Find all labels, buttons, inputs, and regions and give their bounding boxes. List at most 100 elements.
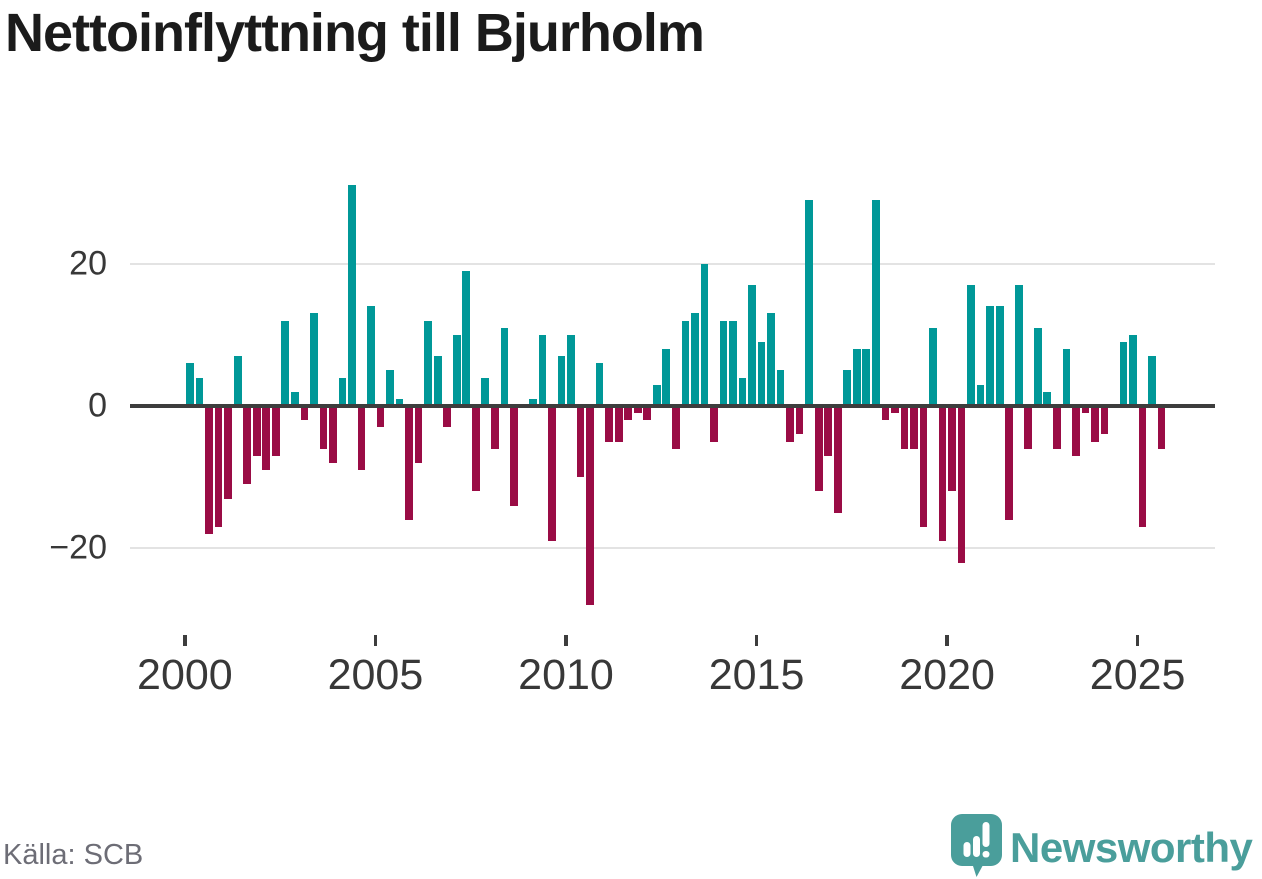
bar-2011-q2 (614, 406, 623, 442)
bar-2023-q1 (1062, 349, 1071, 406)
bar-2009-q1 (529, 398, 537, 406)
bar-2023-q2 (1072, 406, 1080, 456)
bar-2015-q1 (757, 341, 766, 406)
x-tick-2010 (564, 635, 568, 646)
y-axis-label-20: 20 (69, 244, 107, 283)
x-axis-label-2020: 2020 (899, 651, 995, 699)
bar-2004-q2 (348, 185, 356, 406)
bar-2007-q2 (462, 270, 471, 406)
bar-2019-q3 (929, 327, 937, 406)
source-label: Källa: SCB (3, 839, 144, 871)
bar-2016-q3 (814, 406, 823, 492)
bar-2019-q4 (938, 406, 947, 542)
bar-2009-q2 (538, 334, 547, 406)
chart-title: Nettoinflyttning till Bjurholm (5, 3, 705, 63)
bar-2010-q2 (576, 406, 585, 478)
bar-2018-q4 (900, 406, 909, 449)
bar-2010-q4 (595, 363, 604, 406)
bar-2003-q1 (300, 406, 309, 421)
bar-2010-q3 (586, 406, 594, 606)
bar-2000-q2 (195, 377, 204, 406)
bar-2020-q1 (948, 406, 956, 492)
logo-bar-small (963, 842, 971, 857)
bar-2008-q3 (510, 406, 518, 506)
bar-2016-q4 (824, 406, 833, 456)
bar-2021-q3 (1005, 406, 1014, 520)
bar-2013-q4 (710, 406, 718, 442)
plot-area (130, 170, 1215, 630)
bar-2014-q2 (729, 320, 737, 406)
bar-2001-q1 (224, 406, 232, 499)
bar-2020-q2 (957, 406, 966, 563)
bar-2015-q3 (776, 370, 785, 406)
bar-2017-q1 (833, 406, 842, 513)
bar-2013-q3 (700, 263, 709, 406)
bar-2002-q1 (262, 406, 271, 471)
bar-2011-q3 (624, 406, 633, 421)
x-tick-2015 (754, 635, 759, 646)
bar-2023-q4 (1091, 406, 1099, 442)
x-axis-label-2005: 2005 (327, 651, 424, 699)
bar-2015-q2 (767, 313, 775, 406)
bar-2005-q3 (395, 398, 404, 406)
bar-2024-q1 (1100, 406, 1109, 435)
x-axis-label-2025: 2025 (1089, 651, 1186, 699)
bar-2022-q1 (1024, 406, 1033, 449)
bar-2002-q3 (281, 320, 290, 406)
bar-2016-q1 (795, 406, 804, 435)
newsworthy-logo: Newsworthy (947, 813, 1259, 879)
bar-2019-q2 (919, 406, 928, 528)
bar-2008-q1 (491, 406, 499, 449)
bar-2001-q3 (243, 406, 252, 485)
bar-2019-q1 (910, 406, 918, 449)
bar-2007-q3 (471, 406, 480, 492)
bar-2021-q1 (986, 306, 994, 406)
x-tick-2000 (183, 635, 187, 646)
bar-2005-q1 (376, 406, 385, 428)
x-tick-2020 (945, 635, 949, 646)
x-axis-label-2000: 2000 (137, 651, 233, 699)
bar-2009-q4 (557, 356, 566, 406)
bar-2024-q4 (1129, 334, 1137, 406)
bar-2015-q4 (786, 406, 794, 442)
bar-2014-q4 (748, 284, 756, 406)
bar-2020-q3 (967, 284, 975, 406)
bar-2004-q3 (357, 406, 366, 471)
logo-exclamation-bar (982, 822, 990, 847)
bar-2022-q4 (1052, 406, 1061, 449)
bar-2009-q3 (548, 406, 556, 542)
bar-2012-q1 (643, 406, 652, 421)
bar-2021-q4 (1014, 284, 1023, 406)
bar-2021-q2 (995, 306, 1004, 406)
bar-2006-q4 (443, 406, 452, 428)
logo-exclamation-dot (982, 851, 990, 858)
bar-2005-q4 (405, 406, 413, 520)
bar-2017-q3 (852, 349, 861, 406)
bar-2025-q1 (1138, 406, 1147, 528)
bar-2018-q1 (872, 199, 880, 406)
bar-2006-q1 (414, 406, 423, 463)
bar-2000-q4 (214, 406, 223, 528)
y-axis-label-0: 0 (88, 386, 107, 425)
bar-2000-q1 (186, 363, 194, 406)
bar-2023-q3 (1081, 406, 1090, 414)
bar-2025-q3 (1157, 406, 1166, 449)
bar-2007-q4 (481, 377, 490, 406)
bar-2000-q3 (205, 406, 213, 535)
bar-2003-q4 (329, 406, 337, 463)
bar-2011-q1 (605, 406, 613, 442)
bar-2002-q2 (271, 406, 280, 456)
newsworthy-icon (951, 814, 1002, 877)
bar-2014-q1 (719, 320, 728, 406)
bar-2012-q3 (662, 349, 671, 406)
gridline--20 (130, 547, 1215, 550)
bar-2001-q2 (233, 356, 242, 406)
bar-2008-q2 (500, 327, 509, 406)
bar-2018-q2 (881, 406, 890, 421)
bar-2014-q3 (738, 377, 747, 406)
bar-2017-q4 (862, 349, 871, 406)
newsworthy-wordmark: Newsworthy (1010, 824, 1253, 871)
x-tick-2025 (1135, 635, 1140, 646)
zero-axis-line (130, 404, 1215, 408)
